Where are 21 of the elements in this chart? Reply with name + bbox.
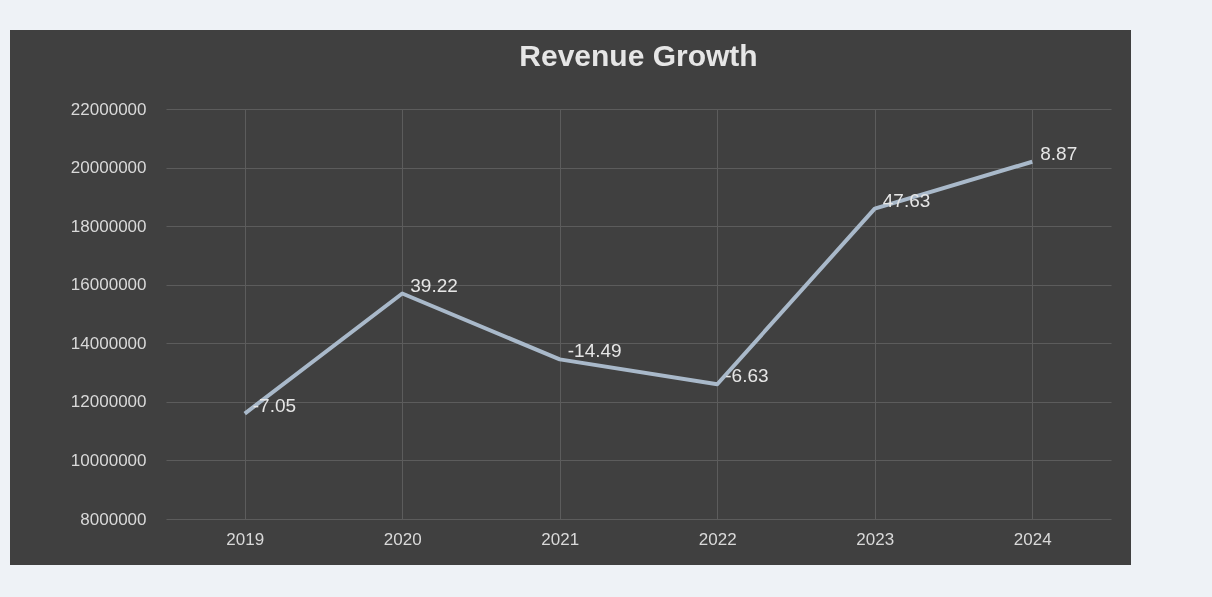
y-tick-label: 8000000 — [80, 509, 147, 529]
x-tick-label: 2022 — [698, 529, 737, 549]
y-tick-label: 14000000 — [70, 333, 147, 353]
x-tick-label: 2023 — [856, 529, 895, 549]
x-tick-label: 2021 — [541, 529, 580, 549]
x-tick-label: 2024 — [1013, 529, 1052, 549]
y-tick-label: 16000000 — [70, 275, 147, 295]
y-tick-label: 20000000 — [70, 158, 147, 178]
annotation: -6.63 — [725, 365, 769, 387]
line-series — [242, 159, 1035, 416]
annotation: -7.05 — [252, 394, 297, 416]
annotation: -14.49 — [567, 340, 622, 362]
x-tick-label: 2019 — [226, 529, 265, 549]
y-tick-label: 12000000 — [70, 392, 147, 412]
y-tick-label: 18000000 — [70, 216, 147, 236]
chart-title: Revenue Growth — [519, 39, 758, 72]
y-tick-label: 10000000 — [70, 450, 147, 470]
y-tick-label: 22000000 — [70, 99, 147, 119]
annotation: 8.87 — [1040, 142, 1078, 164]
x-tick-label: 2020 — [383, 529, 422, 549]
annotation: 39.22 — [410, 274, 458, 296]
